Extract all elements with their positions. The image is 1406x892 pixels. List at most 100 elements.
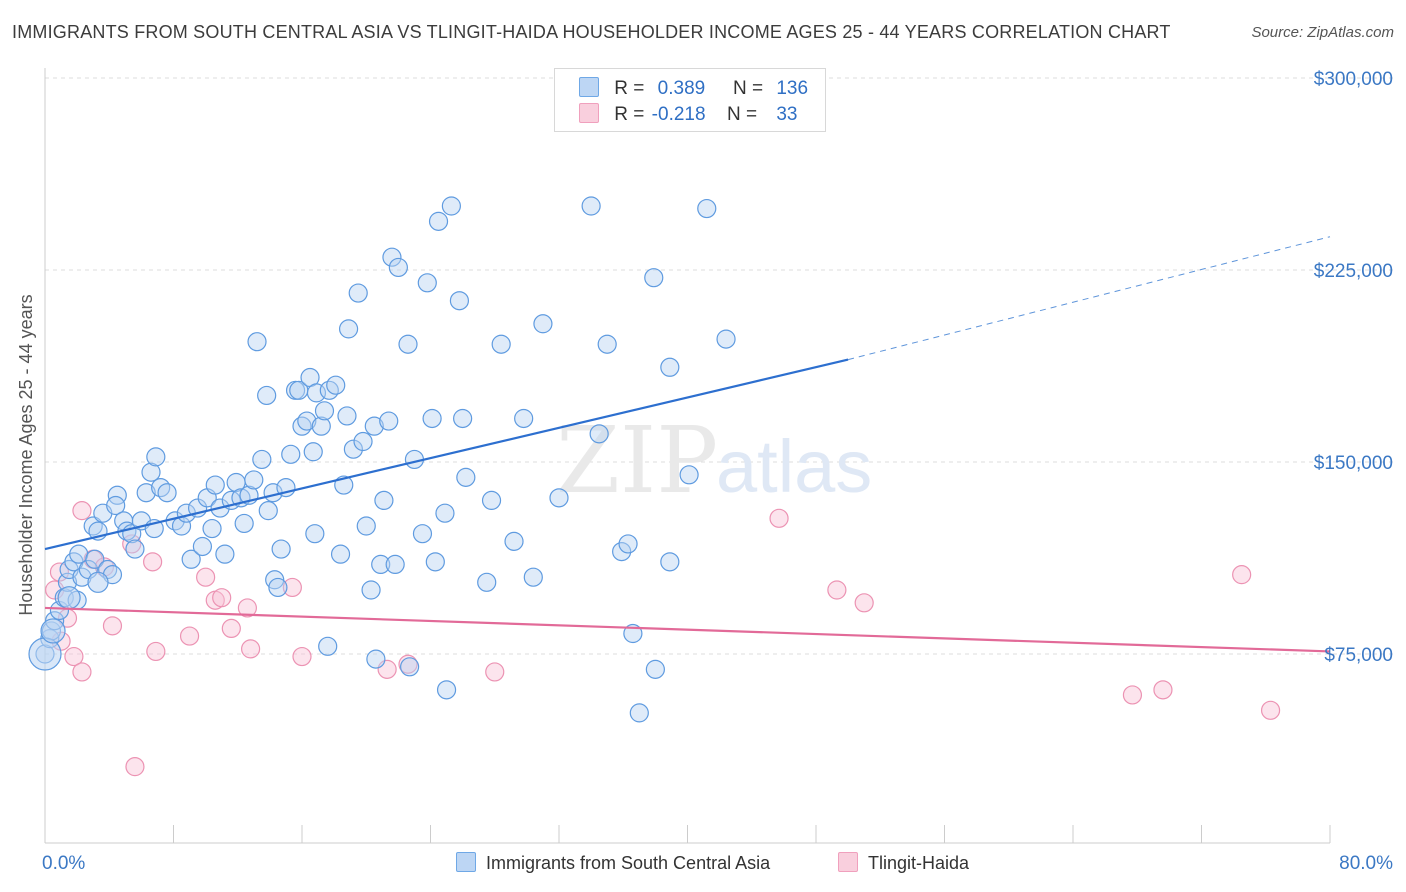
data-point	[422, 408, 442, 429]
data-point	[504, 531, 524, 551]
data-point	[141, 462, 161, 482]
data-point	[157, 483, 177, 503]
data-point	[125, 757, 145, 777]
data-point	[215, 544, 235, 564]
data-point	[337, 406, 357, 426]
data-point	[202, 518, 222, 539]
data-point	[400, 657, 420, 677]
tick-labels: $75,000 $150,000 $225,000 $300,000 0.0% 80.0%	[42, 69, 1393, 874]
data-point	[1232, 565, 1252, 585]
bottom-legend-series2: Tlingit-Haida	[838, 852, 969, 874]
data-point	[258, 501, 278, 521]
data-point	[364, 416, 384, 436]
data-point	[716, 329, 736, 349]
legend-row-pink: R = -0.218 N = 33	[579, 103, 797, 127]
data-point	[282, 577, 302, 598]
data-point	[143, 552, 163, 572]
legend-n-label: N =	[726, 104, 758, 125]
data-point	[151, 478, 171, 498]
data-point	[660, 357, 680, 377]
data-point	[305, 524, 325, 544]
trend-lines	[44, 236, 1331, 653]
data-point	[314, 401, 335, 421]
legend-row-blue: R = 0.389 N = 136	[579, 77, 808, 101]
data-point	[107, 485, 127, 505]
data-point	[192, 536, 213, 557]
data-point	[87, 571, 109, 593]
data-point	[57, 586, 81, 610]
data-point	[597, 334, 617, 354]
bottom-legend-label-2: Tlingit-Haida	[868, 853, 970, 873]
data-point	[477, 572, 497, 592]
data-point	[679, 465, 699, 485]
data-point	[549, 488, 569, 508]
data-point	[412, 524, 433, 544]
chart-title: IMMIGRANTS FROM SOUTH CENTRAL ASIA VS TL…	[12, 22, 1171, 42]
legend-n-label: N =	[732, 78, 764, 99]
grid	[45, 77, 1395, 655]
legend-r-value: 0.389	[657, 78, 706, 99]
data-point	[428, 211, 449, 231]
data-point	[361, 580, 381, 600]
data-point	[303, 442, 323, 462]
data-point	[1122, 685, 1143, 705]
data-point	[181, 549, 201, 569]
data-point	[385, 554, 405, 575]
data-point	[268, 577, 288, 598]
data-point	[292, 646, 312, 667]
y-tick-label: $300,000	[1314, 69, 1393, 90]
data-point	[612, 541, 632, 562]
watermark: ZIP atlas	[556, 407, 872, 514]
correlation-legend: R = 0.389 N = 136 R = -0.218 N = 33	[554, 68, 826, 132]
data-point	[343, 439, 363, 459]
data-point	[241, 639, 261, 659]
data-point	[374, 490, 394, 510]
data-point	[205, 475, 225, 495]
data-point	[125, 539, 145, 559]
data-point	[629, 703, 649, 723]
data-point	[196, 567, 216, 587]
data-point	[146, 641, 166, 662]
legend-r-label: R =	[614, 78, 645, 99]
data-point	[338, 319, 359, 339]
data-point	[514, 408, 534, 429]
data-point	[244, 470, 264, 490]
trend-line-blue-extension	[848, 236, 1331, 361]
data-point	[382, 247, 402, 267]
data-point	[441, 196, 461, 216]
data-point	[212, 588, 232, 608]
data-point	[371, 554, 391, 575]
data-point	[252, 449, 272, 470]
data-point	[854, 593, 874, 613]
data-point	[523, 567, 543, 587]
data-point	[281, 444, 301, 464]
watermark-zip: ZIP	[556, 407, 718, 514]
data-point	[179, 626, 200, 646]
y-tick-label: $150,000	[1314, 453, 1393, 474]
data-point	[481, 490, 502, 510]
data-point	[311, 416, 331, 436]
data-point	[318, 636, 338, 656]
data-point	[388, 257, 408, 278]
data-point	[581, 196, 601, 216]
data-point	[326, 375, 346, 395]
data-point	[247, 332, 267, 352]
data-point	[660, 552, 680, 572]
data-point	[271, 539, 291, 559]
data-point	[644, 268, 664, 288]
data-point	[827, 580, 847, 600]
x-tick-label: 0.0%	[42, 853, 85, 874]
data-point	[453, 408, 473, 429]
legend-r-label: R =	[614, 104, 645, 125]
source-label: Source: ZipAtlas.com	[1251, 24, 1394, 41]
data-point	[353, 431, 373, 452]
data-point	[265, 570, 285, 590]
data-point	[1153, 680, 1173, 700]
data-point	[257, 385, 277, 406]
data-point	[589, 424, 609, 444]
trend-line-blue	[44, 358, 849, 551]
data-point	[221, 618, 241, 639]
tlingit-haida-points	[45, 501, 1281, 777]
legend-n-value: 33	[776, 104, 798, 125]
